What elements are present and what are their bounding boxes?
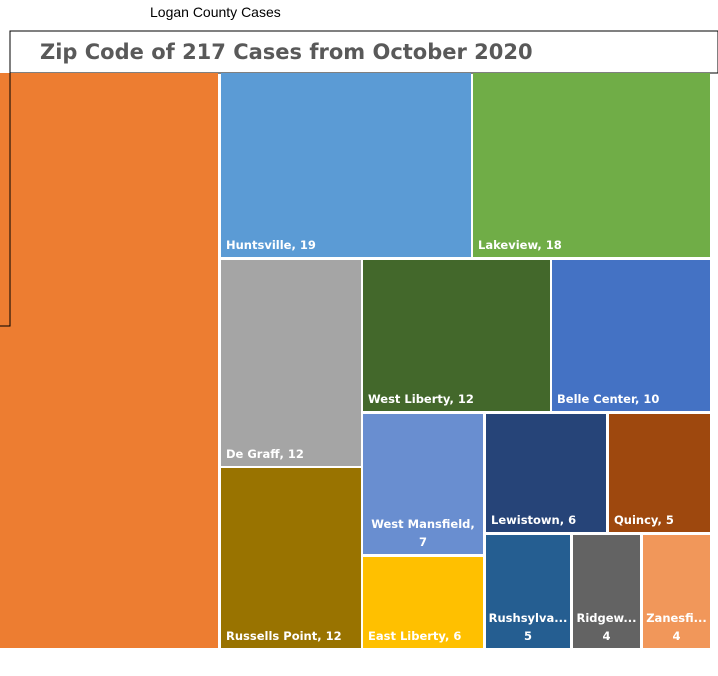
separator: , bbox=[317, 629, 325, 643]
tile-label: West Liberty, 12 bbox=[368, 392, 474, 406]
tile bbox=[573, 535, 640, 648]
tile-category: Rushsylva... bbox=[489, 611, 568, 625]
separator: , bbox=[537, 238, 545, 252]
tile-category: Russells Point bbox=[226, 629, 318, 643]
tile-value: 12 bbox=[458, 392, 474, 406]
header-title: Logan County Cases bbox=[150, 4, 281, 20]
tile-category: Zanesfi... bbox=[646, 611, 707, 625]
separator: , bbox=[291, 238, 299, 252]
tile bbox=[363, 414, 483, 554]
separator: , bbox=[280, 447, 288, 461]
tile bbox=[363, 557, 483, 648]
tile-label: De Graff, 12 bbox=[226, 447, 304, 461]
tile bbox=[486, 414, 606, 532]
tile-value: 12 bbox=[326, 629, 342, 643]
tile-label: Russells Point, 12 bbox=[226, 629, 342, 643]
tile-category: West Liberty bbox=[368, 392, 451, 406]
tile-value: 10 bbox=[643, 392, 659, 406]
separator: , bbox=[560, 513, 568, 527]
frame bbox=[0, 73, 11, 327]
tile-category: Ridgew... bbox=[576, 611, 636, 625]
tile-value: 18 bbox=[546, 238, 562, 252]
tile bbox=[486, 535, 570, 648]
tile bbox=[363, 260, 550, 411]
tile-label: Huntsville, 19 bbox=[226, 238, 316, 252]
tile-value: 6 bbox=[453, 629, 461, 643]
tile-label: Quincy, 5 bbox=[614, 513, 674, 527]
separator: , bbox=[658, 513, 666, 527]
separator: , bbox=[445, 629, 453, 643]
title-box bbox=[9, 30, 718, 74]
tile bbox=[221, 73, 471, 257]
tile-category: De Graff bbox=[226, 447, 280, 461]
tile-category: Lakeview bbox=[478, 238, 538, 252]
tile-label: Belle Center, 10 bbox=[557, 392, 659, 406]
separator: , bbox=[470, 517, 474, 531]
tile-value: 6 bbox=[568, 513, 576, 527]
tile-label: Lewistown, 6 bbox=[491, 513, 576, 527]
tile-label: East Liberty, 6 bbox=[368, 629, 461, 643]
tile-value: 12 bbox=[288, 447, 304, 461]
tile bbox=[609, 414, 710, 532]
tile-value: 5 bbox=[666, 513, 674, 527]
tile bbox=[221, 468, 361, 648]
tile-category: West Mansfield bbox=[371, 517, 470, 531]
separator: , bbox=[450, 392, 458, 406]
tile-label: Ridgew... bbox=[576, 611, 636, 625]
tile bbox=[0, 73, 218, 648]
tile-label: Zanesfi... bbox=[646, 611, 707, 625]
tile bbox=[221, 260, 361, 466]
tile-value: 19 bbox=[300, 238, 316, 252]
tile-value: 4 bbox=[672, 629, 680, 643]
tile-category: Quincy bbox=[614, 513, 659, 527]
tile-category: Lewistown bbox=[491, 513, 560, 527]
tile bbox=[552, 260, 710, 411]
separator: , bbox=[635, 392, 643, 406]
tile bbox=[643, 535, 710, 648]
tile-value: 4 bbox=[602, 629, 610, 643]
tile-label: Rushsylva... bbox=[489, 611, 568, 625]
tile-value: 5 bbox=[524, 629, 532, 643]
tile-value: 7 bbox=[419, 535, 427, 549]
tile bbox=[473, 73, 710, 257]
tile-label: West Mansfield, bbox=[371, 517, 475, 531]
tile-category: East Liberty bbox=[368, 629, 446, 643]
tile-category: Belle Center bbox=[557, 392, 637, 406]
chart-title: Zip Code of 217 Cases from October 2020 bbox=[40, 40, 533, 64]
tile-label: Lakeview, 18 bbox=[478, 238, 562, 252]
tile-category: Huntsville bbox=[226, 238, 292, 252]
